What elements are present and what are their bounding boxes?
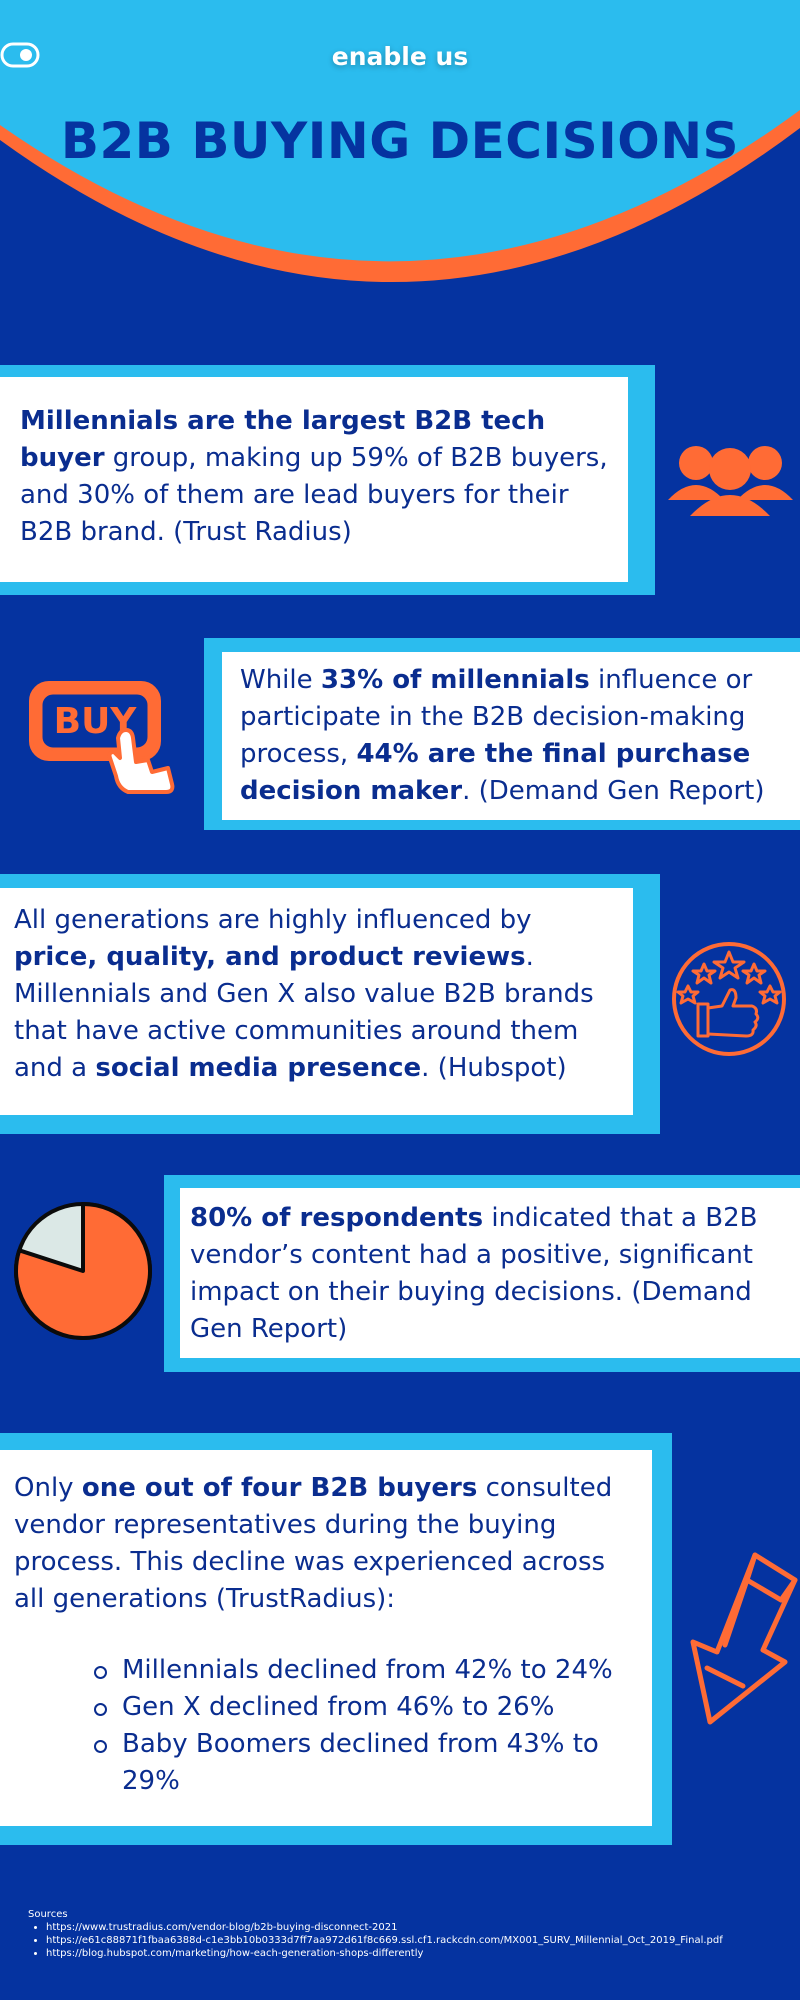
page-title: B2B BUYING DECISIONS: [60, 112, 740, 170]
down-arrow-icon: [690, 1552, 798, 1725]
card-3-highlight-b: social media presence: [95, 1053, 422, 1083]
card-2-highlight-b: 44% are the final purchase decision make…: [240, 739, 751, 806]
toggle-logo-icon: [0, 42, 40, 68]
list-item: Millennials declined from 42% to 24%: [94, 1652, 638, 1689]
pie-slice: [14, 1202, 152, 1340]
info-card-2: While 33% of millennials influence or pa…: [222, 652, 800, 820]
card-2-text-c: . (Demand Gen Report): [462, 776, 765, 806]
source-link[interactable]: https://blog.hubspot.com/marketing/how-e…: [46, 1947, 723, 1960]
buy-button-icon: BUY: [29, 681, 175, 794]
card-4-text: indicated that a B2B vendor’s content ha…: [190, 1203, 758, 1344]
info-card-1: Millennials are the largest B2B tech buy…: [0, 377, 628, 582]
card-2-text-b: influence or participate in the B2B deci…: [240, 665, 753, 769]
sources: Sources https://www.trustradius.com/vend…: [28, 1908, 723, 1960]
people-group-icon: [668, 446, 793, 516]
pie-chart-icon: [14, 1202, 152, 1340]
card-2-text-a: While: [240, 665, 321, 695]
card-3-text-c: . (Hubspot): [421, 1053, 567, 1083]
decline-list: Millennials declined from 42% to 24% Gen…: [14, 1652, 638, 1800]
source-link[interactable]: https://e61c88871f1fbaa6388d-c1e3bb10b03…: [46, 1934, 723, 1947]
info-card-3: All generations are highly influenced by…: [0, 888, 633, 1115]
list-item: Baby Boomers declined from 43% to 29%: [94, 1726, 638, 1800]
source-link[interactable]: https://www.trustradius.com/vendor-blog/…: [46, 1921, 723, 1934]
card-5-text-a: Only: [14, 1473, 82, 1503]
card-1-text: group, making up 59% of B2B buyers, and …: [20, 443, 608, 547]
header: enable us B2B BUYING DECISIONS: [0, 0, 800, 310]
card-3-text-a: All generations are highly influenced by: [14, 905, 532, 935]
logo[interactable]: enable us: [0, 42, 800, 71]
header-arc-background: [0, 0, 800, 283]
sources-heading: Sources: [28, 1909, 68, 1920]
card-2-highlight-a: 33% of millennials: [320, 665, 590, 695]
card-5-intro: Only one out of four B2B buyers consulte…: [14, 1470, 638, 1618]
thumbs-up-stars-icon: [672, 942, 786, 1056]
logo-text: enable us: [331, 42, 469, 71]
card-3-highlight-a: price, quality, and product reviews: [14, 942, 526, 972]
card-1-highlight: Millennials are the largest B2B tech buy…: [20, 406, 546, 473]
info-card-4: 80% of respondents indicated that a B2B …: [180, 1188, 800, 1358]
card-3-text-b: . Millennials and Gen X also value B2B b…: [14, 942, 594, 1083]
sources-list: https://www.trustradius.com/vendor-blog/…: [28, 1921, 723, 1960]
info-card-5: Only one out of four B2B buyers consulte…: [0, 1450, 652, 1826]
card-4-highlight: 80% of respondents: [190, 1203, 484, 1233]
card-5-text-b: consulted vendor representatives during …: [14, 1473, 613, 1614]
card-5-highlight: one out of four B2B buyers: [81, 1473, 478, 1503]
list-item: Gen X declined from 46% to 26%: [94, 1689, 638, 1726]
